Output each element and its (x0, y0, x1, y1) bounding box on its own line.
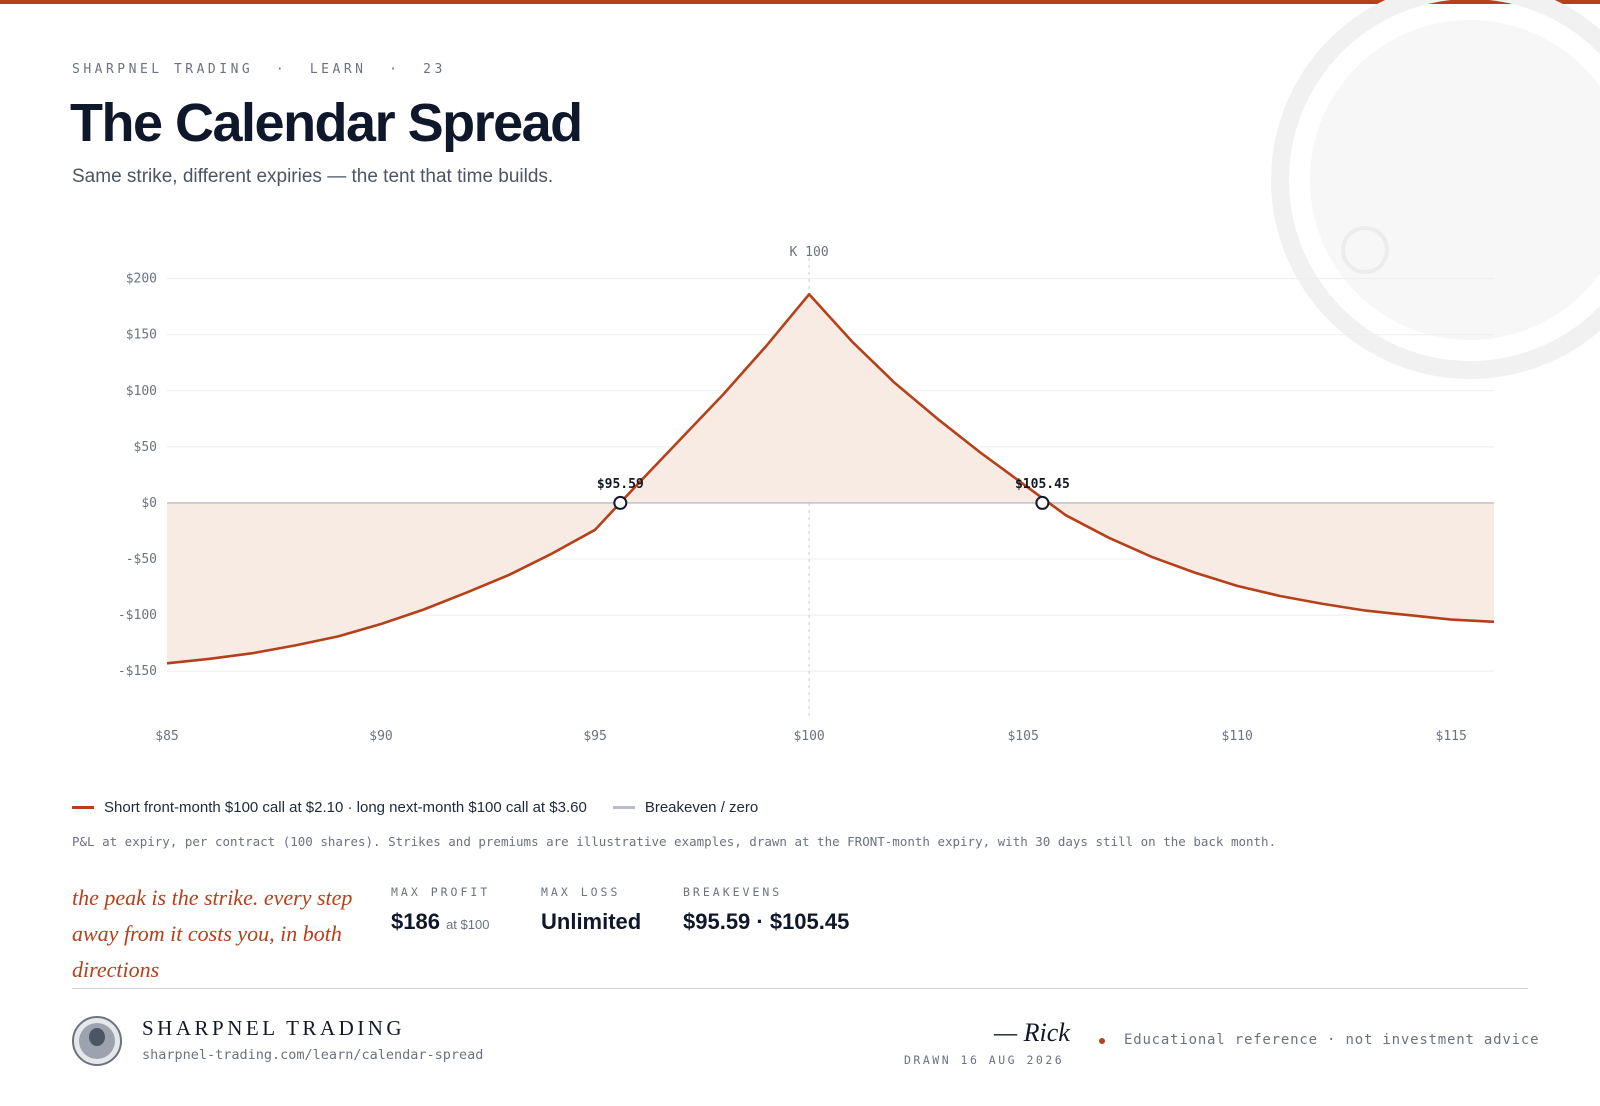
bullet (1099, 1038, 1105, 1044)
brand: SHARPNEL TRADING (142, 1016, 406, 1040)
top-bar (0, 0, 1600, 4)
y-tick-label: $0 (141, 496, 157, 511)
legend-item: Breakeven / zero (612, 799, 759, 816)
legend-label: Short front-month $100 call at $2.10 · l… (104, 799, 587, 816)
drawn-date: DRAWN 16 AUG 2026 (904, 1053, 1065, 1067)
page-title: The Calendar Spread (70, 93, 583, 153)
legend-item: Short front-month $100 call at $2.10 · l… (72, 799, 587, 816)
breakeven-marker (1035, 495, 1050, 510)
x-tick-label: $95 (583, 729, 606, 744)
logo (72, 1016, 122, 1066)
url: sharpnel-trading.com/learn/calendar-spre… (142, 1047, 484, 1063)
chart: -$150 -$100 -$50 $0 $50 $100 $150 $200 $85 $90 $95… (118, 245, 1495, 744)
legend-swatch (72, 806, 94, 809)
stat-value: Unlimited (541, 909, 642, 934)
y-tick-label: -$100 (118, 608, 157, 623)
y-tick-label: $200 (126, 272, 157, 287)
strike-label: K 100 (790, 245, 829, 260)
stat-note: at $100 (446, 917, 490, 932)
x-tick-label: $110 (1222, 729, 1253, 744)
stat-label: MAX LOSS (541, 885, 621, 899)
x-tick-label: $85 (155, 729, 178, 744)
annotation: the peak is the strike. every step away … (72, 885, 353, 982)
stat-label: MAX PROFIT (391, 885, 491, 899)
y-tick-label: $50 (134, 440, 157, 455)
y-tick-label: $150 (126, 328, 157, 343)
y-tick-label: -$50 (126, 552, 157, 567)
watermark-detail (1341, 226, 1389, 274)
stat: MAX PROFIT $186 at $100 (391, 885, 490, 935)
legend-swatch (612, 806, 635, 809)
breakeven-label: $95.59 (597, 477, 644, 492)
disclaimer: Educational reference · not investment a… (1124, 1032, 1540, 1048)
pnl-area (167, 294, 1494, 664)
stat-label: BREAKEVENS (683, 885, 783, 899)
y-tick-label: $100 (126, 384, 157, 399)
watermark (1271, 0, 1600, 379)
y-tick-label: -$150 (118, 664, 157, 679)
legend-label: Breakeven / zero (644, 799, 759, 816)
stat-number: $186 (391, 909, 440, 934)
chart-note: P&L at expiry, per contract (100 shares)… (72, 834, 1277, 849)
breakeven-label: $105.45 (1015, 477, 1070, 492)
legend: Short front-month $100 call at $2.10 · l… (72, 799, 758, 816)
logo-head (89, 1028, 105, 1046)
pnl-line (166, 293, 1495, 665)
stat-value: $95.59 · $105.45 (683, 909, 850, 934)
x-tick-label: $90 (369, 729, 392, 744)
signature: — Rick (994, 1018, 1070, 1047)
stat: MAX LOSS Unlimited (541, 885, 641, 935)
eyebrow: SHARPNEL TRADING · LEARN · 23 (72, 62, 446, 77)
x-tick-label: $115 (1436, 729, 1467, 744)
stat: BREAKEVENS $95.59 · $105.45 (683, 885, 849, 935)
x-tick-label: $100 (793, 729, 824, 744)
x-tick-label: $105 (1007, 729, 1038, 744)
breakeven-marker (613, 495, 628, 510)
watermark-ring (1271, 0, 1600, 379)
divider (72, 988, 1528, 989)
subtitle: Same strike, different expiries — the te… (72, 166, 554, 187)
stat-value: $186 at $100 (391, 909, 490, 935)
